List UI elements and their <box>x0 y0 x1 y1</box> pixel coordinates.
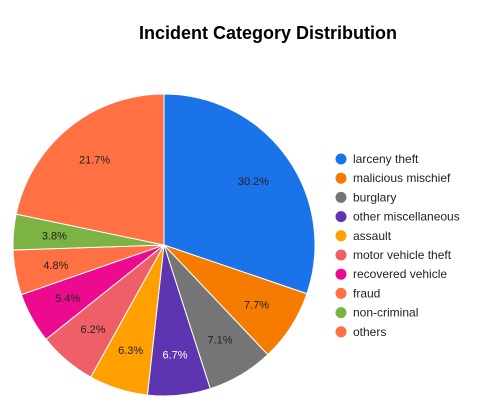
legend-swatch-malicious-mischief <box>335 172 347 184</box>
slice-label-motor-vehicle-theft: 6.2% <box>80 324 105 336</box>
legend-label-non-criminal: non-criminal <box>353 306 418 320</box>
slice-label-larceny-theft: 30.2% <box>238 176 269 188</box>
chart-title: Incident Category Distribution <box>139 23 397 43</box>
legend-label-recovered-vehicle: recovered vehicle <box>353 267 447 281</box>
legend-label-malicious-mischief: malicious mischief <box>353 171 451 185</box>
legend-label-motor-vehicle-theft: motor vehicle theft <box>353 248 452 262</box>
legend: larceny theft malicious mischief burglary o… <box>335 152 460 339</box>
slice-label-malicious-mischief: 7.7% <box>244 299 269 311</box>
legend-swatch-other-miscellaneous <box>335 211 347 223</box>
legend-swatch-others <box>335 326 347 338</box>
slice-label-non-criminal: 3.8% <box>42 230 67 242</box>
slice-label-fraud: 4.8% <box>43 260 68 272</box>
legend-label-other-miscellaneous: other miscellaneous <box>353 210 460 224</box>
legend-label-burglary: burglary <box>353 190 396 204</box>
legend-swatch-non-criminal <box>335 307 347 319</box>
legend-label-fraud: fraud <box>353 286 380 300</box>
legend-swatch-fraud <box>335 287 347 299</box>
slice-label-burglary: 7.1% <box>208 335 233 347</box>
legend-label-assault: assault <box>353 229 392 243</box>
pie-slices <box>12 93 316 397</box>
legend-label-larceny-theft: larceny theft <box>353 152 419 166</box>
legend-swatch-motor-vehicle-theft <box>335 249 347 261</box>
pie-slice-larceny-theft <box>163 93 316 295</box>
slice-label-other-miscellaneous: 6.7% <box>163 349 188 361</box>
pie-slice-labels: 30.2% 7.7% 7.1% 6.7% 6.3% 6.2% 5.4% 4.8% 3.8% 21.… <box>42 155 269 362</box>
pie-slice-others <box>15 93 165 246</box>
legend-swatch-larceny-theft <box>335 153 347 165</box>
slice-label-recovered-vehicle: 5.4% <box>55 293 80 305</box>
legend-swatch-burglary <box>335 191 347 203</box>
slice-label-others: 21.7% <box>79 155 110 167</box>
legend-swatch-recovered-vehicle <box>335 268 347 280</box>
legend-label-others: others <box>353 325 386 339</box>
slice-label-assault: 6.3% <box>118 345 143 357</box>
legend-swatch-assault <box>335 230 347 242</box>
